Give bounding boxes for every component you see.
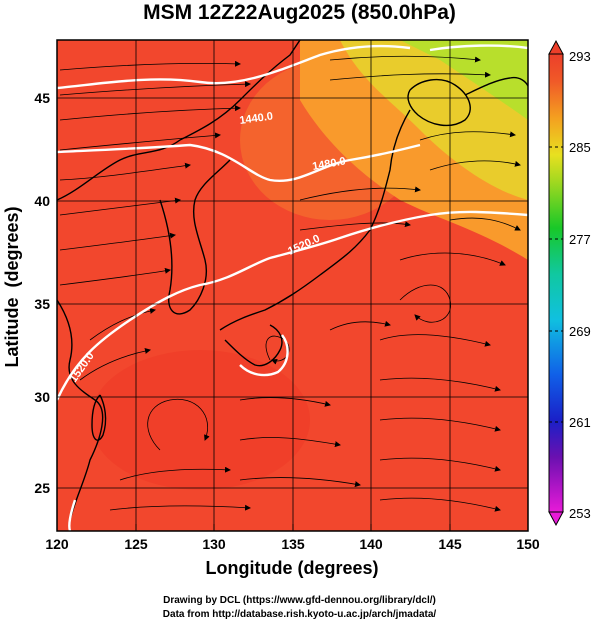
streamline bbox=[379, 334, 491, 347]
temperature-hot-zone bbox=[90, 350, 310, 490]
x-tick-label: 140 bbox=[359, 536, 383, 552]
contour-1440 bbox=[57, 44, 411, 90]
streamline bbox=[379, 457, 501, 472]
colorbar-bottom-arrow bbox=[548, 511, 564, 527]
coastline-korea bbox=[159, 159, 231, 315]
streamline bbox=[239, 397, 331, 407]
y-tick-label: 25 bbox=[34, 480, 50, 496]
coastline-taiwan bbox=[91, 394, 107, 441]
streamline bbox=[89, 308, 156, 341]
wind-streamlines bbox=[59, 55, 521, 512]
streamline bbox=[59, 60, 241, 71]
contour-1520-b bbox=[239, 334, 289, 377]
colorbar-label: 261 bbox=[569, 415, 591, 430]
streamline bbox=[379, 497, 501, 512]
contour-1520-a bbox=[57, 210, 528, 401]
streamline bbox=[379, 377, 501, 392]
colorbar: 293 285 277 269 261 253 bbox=[548, 39, 591, 527]
colorbar-top-arrow bbox=[548, 39, 564, 55]
temperature-field: 1440.0 1480.0 1520.0 1520.0 bbox=[57, 40, 528, 531]
streamline bbox=[299, 186, 421, 201]
y-tick-label: 35 bbox=[34, 296, 50, 312]
colorbar-label: 285 bbox=[569, 140, 591, 155]
streamline bbox=[329, 320, 391, 331]
streamline bbox=[119, 466, 231, 481]
streamline bbox=[59, 81, 251, 96]
coastline-kyushu bbox=[224, 324, 283, 367]
coastline-mainland-north bbox=[57, 40, 301, 201]
x-axis-label: Longitude (degrees) bbox=[205, 558, 378, 578]
streamline bbox=[59, 267, 171, 286]
grid-lines bbox=[57, 40, 528, 531]
streamline bbox=[109, 504, 251, 511]
streamline bbox=[379, 417, 501, 432]
streamline bbox=[59, 197, 181, 216]
streamline bbox=[329, 55, 481, 63]
coastlines bbox=[57, 40, 528, 521]
y-axis-label: Latitude (degrees) bbox=[2, 206, 22, 367]
x-tick-label: 130 bbox=[202, 536, 226, 552]
x-tick-label: 150 bbox=[516, 536, 540, 552]
streamline bbox=[59, 232, 176, 251]
streamline bbox=[399, 252, 506, 266]
colorbar-label: 269 bbox=[569, 324, 591, 339]
coastline-china-east bbox=[57, 299, 104, 521]
streamline bbox=[79, 348, 151, 381]
coastline-kurils bbox=[464, 76, 528, 96]
x-tick-labels: 120 125 130 135 140 145 150 bbox=[45, 536, 540, 552]
streamline bbox=[59, 162, 191, 181]
footer-credit-data: Data from http://database.rish.kyoto-u.a… bbox=[162, 609, 437, 620]
temperature-green-zone bbox=[400, 40, 528, 120]
streamline bbox=[329, 71, 491, 81]
contour-label-1440: 1440.0 bbox=[239, 110, 274, 127]
x-tick-label: 145 bbox=[438, 536, 462, 552]
colorbar-ticks bbox=[549, 146, 563, 423]
streamline bbox=[299, 221, 411, 231]
height-contours bbox=[57, 44, 528, 531]
y-tick-label: 30 bbox=[34, 389, 50, 405]
contour-1440-b bbox=[429, 44, 528, 52]
streamline bbox=[239, 437, 341, 448]
coastline-japan-honshu bbox=[219, 109, 411, 331]
y-tick-labels: 45 40 35 30 25 bbox=[34, 90, 50, 496]
streamline bbox=[429, 160, 521, 171]
map-title: MSM 12Z22Aug2025 (850.0hPa) bbox=[143, 1, 456, 24]
colorbar-label: 253 bbox=[569, 506, 591, 521]
contour-label-1480: 1480.0 bbox=[311, 155, 346, 173]
streamline bbox=[59, 105, 241, 121]
colorbar-scale bbox=[548, 53, 564, 513]
colorbar-label: 277 bbox=[569, 232, 591, 247]
contour-1480 bbox=[57, 143, 421, 182]
streamline bbox=[239, 477, 361, 488]
streamline bbox=[419, 131, 516, 141]
contour-1520-c bbox=[68, 499, 77, 531]
y-tick-label: 40 bbox=[34, 193, 50, 209]
streamline bbox=[147, 398, 210, 451]
colorbar-label: 293 bbox=[569, 49, 591, 64]
y-tick-label: 45 bbox=[34, 90, 50, 106]
footer-credit-drawing: Drawing by DCL (https://www.gfd-dennou.o… bbox=[163, 595, 436, 606]
coastline-hokkaido bbox=[407, 78, 471, 127]
colorbar-labels: 293 285 277 269 261 253 bbox=[569, 49, 591, 521]
x-tick-label: 135 bbox=[281, 536, 305, 552]
x-tick-label: 125 bbox=[124, 536, 148, 552]
streamline bbox=[449, 217, 521, 231]
x-tick-label: 120 bbox=[45, 536, 69, 552]
x-tick-marks bbox=[56, 524, 529, 531]
